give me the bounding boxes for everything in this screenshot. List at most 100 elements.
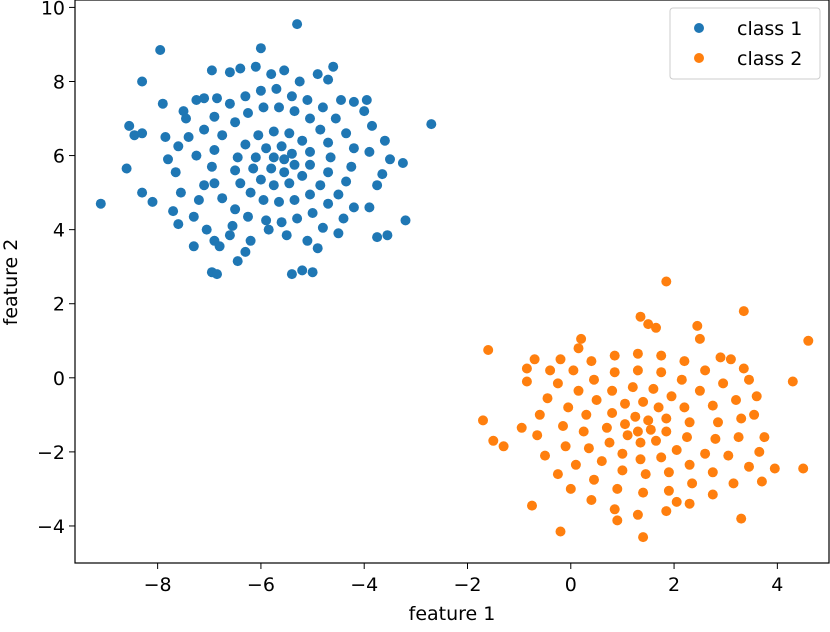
series-1-point-39 bbox=[224, 67, 235, 78]
series-2-point-39 bbox=[728, 478, 739, 489]
series-2-point-80 bbox=[676, 374, 687, 385]
series-2-point-2 bbox=[803, 335, 814, 346]
series-2-point-100 bbox=[684, 417, 695, 428]
series-2-point-107 bbox=[601, 422, 612, 433]
series-1-point-94 bbox=[292, 213, 303, 224]
series-2-point-5 bbox=[769, 463, 780, 474]
series-2-point-62 bbox=[736, 413, 747, 424]
series-2-point-49 bbox=[532, 430, 543, 441]
series-1-point-22 bbox=[312, 243, 323, 254]
series-1-point-46 bbox=[336, 95, 346, 105]
series-2-point-54 bbox=[586, 356, 597, 367]
series-1-point-28 bbox=[137, 187, 148, 198]
series-1-point-100 bbox=[209, 178, 220, 189]
series-1-point-139 bbox=[289, 159, 300, 170]
series-2-point-46 bbox=[565, 483, 576, 494]
x-tick-label: −6 bbox=[247, 574, 275, 596]
series-1-point-36 bbox=[199, 93, 210, 104]
series-2-point-118 bbox=[630, 411, 641, 422]
series-1-point-130 bbox=[297, 170, 308, 181]
series-1-point-114 bbox=[315, 180, 326, 191]
plot-area-frame bbox=[74, 0, 830, 564]
series-2-point-48 bbox=[540, 450, 550, 461]
series-2-point-13 bbox=[483, 345, 494, 355]
series-2-point-53 bbox=[568, 365, 579, 376]
series-1-point-138 bbox=[286, 148, 297, 159]
series-1-point-119 bbox=[245, 187, 256, 198]
series-1-point-21 bbox=[333, 228, 344, 239]
series-1-point-19 bbox=[382, 230, 393, 241]
series-1-point-106 bbox=[258, 102, 269, 113]
series-2-point-94 bbox=[591, 395, 602, 405]
series-1-point-102 bbox=[209, 145, 220, 155]
x-tick-label: 4 bbox=[771, 574, 783, 596]
series-2-point-102 bbox=[671, 445, 682, 455]
series-1-point-13 bbox=[250, 61, 261, 72]
series-1-point-72 bbox=[214, 241, 225, 252]
series-1-point-123 bbox=[240, 139, 251, 150]
series-2-point-96 bbox=[627, 382, 638, 393]
series-2-point-78 bbox=[632, 365, 643, 376]
series-1-point-67 bbox=[175, 187, 186, 198]
series-1-point-58 bbox=[317, 222, 328, 233]
series-1-point-87 bbox=[341, 128, 352, 139]
series-1-point-69 bbox=[163, 154, 173, 165]
series-2-point-51 bbox=[542, 393, 553, 404]
series-2-point-67 bbox=[663, 485, 674, 496]
series-2-point-86 bbox=[684, 459, 695, 470]
series-1-point-142 bbox=[268, 152, 279, 163]
series-2-point-92 bbox=[578, 426, 589, 437]
series-2-point-95 bbox=[607, 385, 618, 396]
series-2-point-11 bbox=[527, 500, 537, 511]
series-1-point-75 bbox=[199, 180, 210, 191]
y-axis-label: feature 2 bbox=[0, 239, 22, 326]
series-2-point-27 bbox=[651, 322, 661, 333]
series-2-point-42 bbox=[661, 506, 672, 517]
series-2-point-22 bbox=[555, 354, 566, 365]
series-2-point-119 bbox=[643, 415, 654, 426]
series-1-point-48 bbox=[359, 106, 370, 117]
series-1-point-116 bbox=[289, 195, 300, 205]
series-2-point-36 bbox=[759, 432, 770, 443]
series-1-point-98 bbox=[230, 204, 241, 215]
series-1-point-125 bbox=[268, 126, 279, 137]
series-2-point-4 bbox=[798, 463, 809, 474]
series-2-point-63 bbox=[733, 432, 744, 443]
y-axis: −4 −2 0 2 4 6 8 10 bbox=[37, 0, 75, 538]
series-2-point-106 bbox=[604, 437, 615, 448]
series-1-point-43 bbox=[294, 76, 305, 87]
series-2-point-76 bbox=[589, 374, 599, 385]
series-1-point-88 bbox=[348, 143, 359, 154]
series-1-point-10 bbox=[307, 267, 318, 278]
series-1-point-4 bbox=[121, 163, 132, 174]
series-2-point-81 bbox=[694, 385, 705, 396]
series-2-point-1 bbox=[738, 306, 749, 317]
series-1-point-82 bbox=[271, 83, 282, 94]
series-1-point-15 bbox=[361, 95, 372, 105]
series-2-point-71 bbox=[570, 459, 581, 470]
series-1-point-97 bbox=[243, 211, 253, 222]
series-1-point-45 bbox=[323, 74, 334, 85]
series-1-point-37 bbox=[212, 93, 222, 104]
series-1-point-5 bbox=[157, 98, 168, 109]
series-2-point-6 bbox=[756, 476, 767, 487]
series-2-point-60 bbox=[718, 378, 729, 389]
series-2-point-88 bbox=[640, 469, 651, 480]
series-1-point-63 bbox=[224, 230, 235, 241]
series-1-point-121 bbox=[230, 165, 241, 176]
series-1-point-80 bbox=[240, 91, 251, 102]
series-1-point-16 bbox=[426, 119, 437, 130]
series-2-point-110 bbox=[638, 396, 649, 407]
series-2-point-70 bbox=[589, 474, 599, 485]
legend-marker-class-1 bbox=[694, 23, 704, 33]
series-1-point-136 bbox=[261, 143, 272, 154]
series-2-point-47 bbox=[552, 469, 563, 480]
series-1-point-57 bbox=[338, 213, 349, 224]
series-1-point-56 bbox=[348, 202, 359, 213]
series-2-point-89 bbox=[617, 465, 628, 476]
series-2-point-40 bbox=[707, 489, 718, 500]
series-2-point-121 bbox=[632, 426, 643, 437]
legend-box bbox=[669, 7, 821, 80]
y-tick-label: 6 bbox=[53, 146, 65, 168]
